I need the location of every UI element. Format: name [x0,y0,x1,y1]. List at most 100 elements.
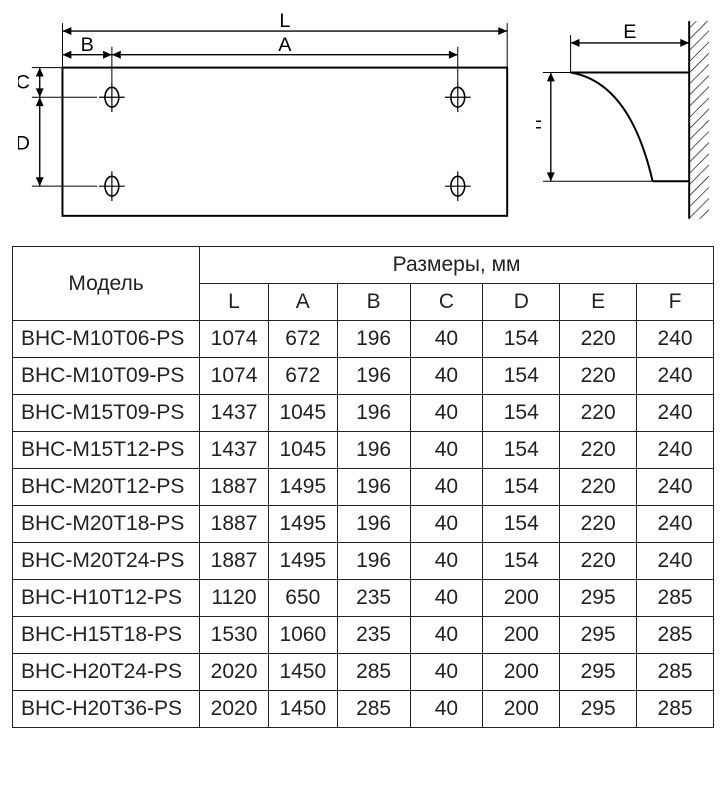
cell-C: 40 [410,321,483,358]
cell-D: 200 [483,691,560,728]
cell-C: 40 [410,580,483,617]
cell-D: 200 [483,617,560,654]
cell-C: 40 [410,691,483,728]
dim-label-F: F [536,117,542,139]
cell-F: 285 [637,654,714,691]
cell-E: 295 [560,691,637,728]
cell-B: 196 [337,432,410,469]
cell-B: 196 [337,506,410,543]
table-row: BHC-M15T09-PS1437104519640154220240 [13,395,714,432]
col-header-F: F [637,284,714,321]
col-header-D: D [483,284,560,321]
cell-A: 1450 [268,691,337,728]
cell-D: 200 [483,580,560,617]
cell-B: 285 [337,654,410,691]
cell-L: 1074 [200,358,269,395]
cell-D: 154 [483,358,560,395]
cell-B: 196 [337,395,410,432]
cell-L: 2020 [200,691,269,728]
cell-E: 220 [560,506,637,543]
cell-D: 154 [483,469,560,506]
dimensions-table: Модель Размеры, мм LABCDEF BHC-M10T06-PS… [12,246,714,728]
cell-D: 154 [483,395,560,432]
cell-F: 240 [637,543,714,580]
cell-L: 1887 [200,469,269,506]
cell-model: BHC-H20T24-PS [13,654,200,691]
cell-F: 240 [637,469,714,506]
cell-F: 240 [637,432,714,469]
cell-A: 1495 [268,506,337,543]
header-dimensions: Размеры, мм [200,247,714,284]
table-row: BHC-M15T12-PS1437104519640154220240 [13,432,714,469]
cell-C: 40 [410,654,483,691]
cell-A: 1045 [268,395,337,432]
diagram-top: L A B C D [18,12,512,222]
cell-B: 235 [337,617,410,654]
cell-L: 1437 [200,432,269,469]
col-header-B: B [337,284,410,321]
table-row: BHC-H15T18-PS1530106023540200295285 [13,617,714,654]
cell-A: 1450 [268,654,337,691]
cell-model: BHC-M20T12-PS [13,469,200,506]
cell-A: 1495 [268,469,337,506]
cell-model: BHC-M10T06-PS [13,321,200,358]
cell-B: 196 [337,321,410,358]
cell-C: 40 [410,469,483,506]
col-header-E: E [560,284,637,321]
cell-E: 295 [560,654,637,691]
cell-L: 1074 [200,321,269,358]
cell-F: 240 [637,506,714,543]
cell-A: 1045 [268,432,337,469]
cell-F: 285 [637,617,714,654]
dim-label-B: B [81,34,94,56]
table-row: BHC-H20T24-PS2020145028540200295285 [13,654,714,691]
cell-model: BHC-H15T18-PS [13,617,200,654]
cell-B: 235 [337,580,410,617]
cell-C: 40 [410,432,483,469]
cell-E: 220 [560,358,637,395]
table-row: BHC-H10T12-PS112065023540200295285 [13,580,714,617]
col-header-A: A [268,284,337,321]
cell-C: 40 [410,358,483,395]
header-model: Модель [13,247,200,321]
cell-D: 154 [483,506,560,543]
cell-F: 240 [637,395,714,432]
cell-model: BHC-H10T12-PS [13,580,200,617]
table-row: BHC-M10T06-PS107467219640154220240 [13,321,714,358]
cell-F: 240 [637,358,714,395]
cell-E: 220 [560,432,637,469]
cell-D: 154 [483,432,560,469]
cell-C: 40 [410,395,483,432]
cell-model: BHC-M20T18-PS [13,506,200,543]
cell-D: 200 [483,654,560,691]
table-row: BHC-M20T24-PS1887149519640154220240 [13,543,714,580]
cell-E: 220 [560,543,637,580]
cell-A: 672 [268,321,337,358]
cell-B: 196 [337,543,410,580]
cell-model: BHC-M10T09-PS [13,358,200,395]
cell-F: 240 [637,321,714,358]
cell-B: 196 [337,358,410,395]
cell-L: 1887 [200,543,269,580]
diagram-side: E F [536,12,714,222]
cell-model: BHC-H20T36-PS [13,691,200,728]
dim-label-L: L [279,12,290,32]
cell-A: 1060 [268,617,337,654]
cell-A: 672 [268,358,337,395]
cell-L: 1437 [200,395,269,432]
cell-L: 2020 [200,654,269,691]
cell-E: 220 [560,395,637,432]
table-row: BHC-M20T12-PS1887149519640154220240 [13,469,714,506]
cell-model: BHC-M20T24-PS [13,543,200,580]
cell-E: 220 [560,469,637,506]
col-header-L: L [200,284,269,321]
cell-D: 154 [483,543,560,580]
cell-L: 1887 [200,506,269,543]
cell-C: 40 [410,543,483,580]
cell-D: 154 [483,321,560,358]
cell-A: 1495 [268,543,337,580]
cell-E: 295 [560,617,637,654]
cell-C: 40 [410,617,483,654]
dim-label-C: C [18,71,30,93]
cell-B: 285 [337,691,410,728]
